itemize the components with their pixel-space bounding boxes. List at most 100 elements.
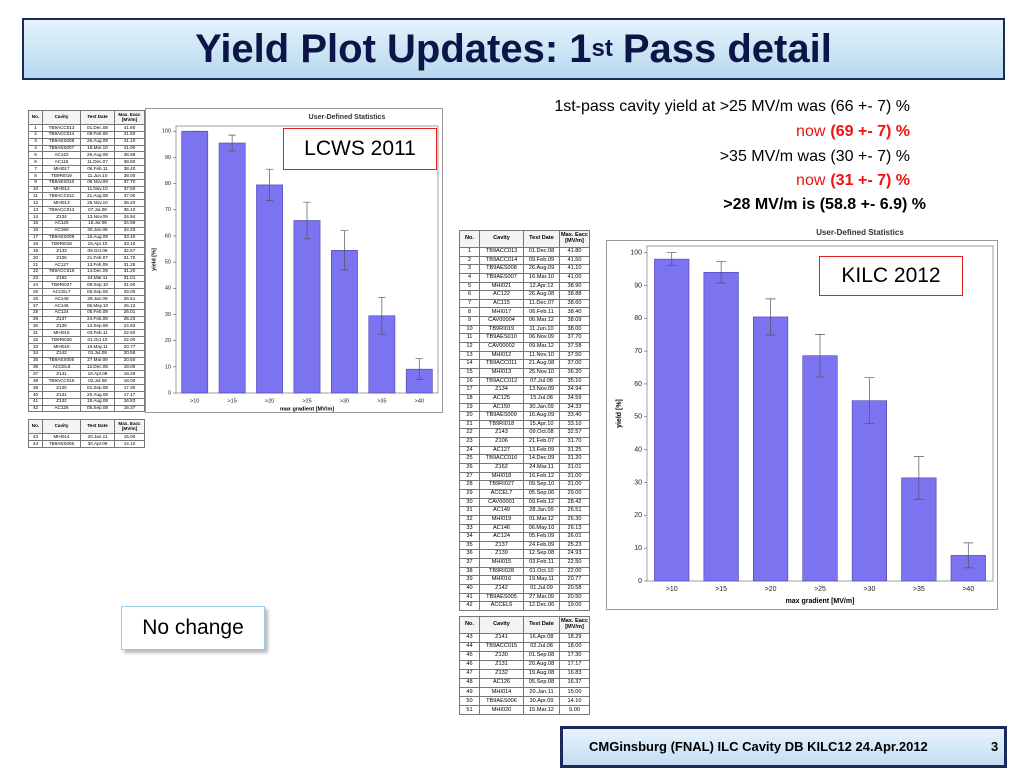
table-cell: 26.01	[559, 532, 590, 542]
table-cell: MHI013	[42, 199, 81, 208]
table-cell: TB9AES009	[42, 233, 81, 242]
table-cell: 26	[459, 463, 480, 473]
y-tick-label: 10	[634, 545, 642, 552]
table-cell: 23	[459, 437, 480, 447]
y-axis-label: yield [%]	[616, 399, 623, 428]
table-cell: 41.80	[114, 124, 145, 132]
table-cell: 14.Dec.09	[80, 267, 115, 276]
table-cell: 5	[28, 151, 43, 160]
table-cell: 41.50	[114, 130, 145, 139]
table-cell: 01.Jul.09	[80, 349, 115, 358]
table-row: 32 MHI019 01.Mar.12 26.30	[459, 514, 590, 525]
table-cell: 06.May.10	[523, 523, 560, 534]
table-cell: 22	[28, 267, 43, 276]
table-row: 10 TB9RI019 11.Jun.10 38.00	[459, 324, 590, 335]
error-bar	[815, 333, 825, 378]
table-cell: 20.77	[114, 343, 145, 351]
table-cell: 30	[28, 322, 43, 331]
y-tick-label: 80	[634, 315, 642, 322]
table-cell: TB9ACC011	[479, 359, 524, 369]
table-cell: 20.Jan.11	[80, 433, 115, 441]
table-row: 27 MHI018 16.Feb.12 31.00	[459, 471, 590, 482]
table-cell: 3	[459, 264, 480, 274]
table-cell: 20.58	[559, 584, 590, 594]
table-cell: 05.Feb.09	[80, 308, 115, 317]
y-tick-label: 80	[165, 181, 171, 187]
table-cell: 31.25	[114, 260, 145, 269]
table-cell: 01.Oct.10	[80, 336, 115, 344]
table-row: 31 AC149 28.Jan.09 26.51	[459, 506, 590, 516]
table-cell: MHI020	[479, 705, 524, 716]
table-cell: 13.Feb.09	[80, 260, 115, 269]
label-box: LCWS 2011	[283, 128, 437, 170]
table-cell: TB9AES006	[479, 696, 524, 707]
table-cell: MHI015	[479, 558, 524, 568]
table-cell: 6	[28, 158, 43, 167]
table-header: No. Cavity Test Date Max. Eacc [MV/m]	[28, 419, 145, 434]
y-tick-label: 30	[634, 479, 642, 486]
table-row: 44 TB9AES006 30.Apr.09 14.10	[28, 440, 145, 448]
table-cell: 16.Mar.10	[80, 144, 115, 153]
table-row: 21 AC127 13.Feb.09 31.25	[28, 260, 145, 269]
note: now (31 +- 7) %	[796, 172, 910, 190]
column-header: No.	[459, 616, 480, 634]
table-row: 9 CAV00004 06.Mar.12 38.09	[459, 316, 590, 326]
table-cell: 26	[28, 295, 43, 303]
table-cell: 25	[28, 288, 43, 297]
table-row: 40 Z131 20.Aug.08 17.17	[28, 390, 145, 399]
table-cell: 24	[459, 445, 480, 456]
table-cell: 21	[459, 419, 480, 430]
table-cell: 30	[459, 497, 480, 508]
table-cell: 16.Apr.08	[523, 632, 560, 644]
table-cell: 51	[459, 705, 480, 716]
table-cell: Z132	[42, 397, 81, 406]
table-cell: 11.Jun.10	[80, 171, 115, 180]
column-header: Cavity	[42, 419, 81, 434]
table-row: 30 CAV00001 09.Feb.12 28.42	[459, 497, 590, 508]
table-cell: 20.Jan.11	[523, 687, 560, 698]
table-row: 6 AC122 26.Aug.08 38.88	[459, 290, 590, 300]
table-cell: 13	[459, 350, 480, 361]
table-cell: 06.Feb.11	[80, 165, 115, 173]
table-cell: 21.Aug.08	[80, 192, 115, 201]
table-cell: 25.Nov.10	[80, 199, 115, 208]
table-row: 48 AC126 05.Sep.08 16.37	[459, 678, 590, 689]
footer: CMGinsburg (FNAL) ILC Cavity DB KILC12 2…	[560, 726, 1007, 768]
table-cell: Z162	[479, 463, 524, 473]
table-cell: TB9AES009	[479, 411, 524, 421]
column-header: No.	[28, 419, 43, 434]
table-cell: 16.83	[114, 397, 145, 406]
table-row: 3 TB9AES008 26.Aug.09 41.10	[459, 264, 590, 274]
table-cell: 38.90	[559, 281, 590, 292]
table-row: 20 TB9AES009 16.Aug.09 33.40	[459, 411, 590, 421]
table-cell: 39	[28, 384, 43, 392]
note: >28 MV/m is (58.8 +- 6.9) %	[723, 196, 926, 213]
table-cell: 32	[459, 514, 480, 525]
table-cell: 06.Nov.09	[523, 333, 560, 344]
table-cell: 21.Feb.07	[523, 437, 560, 447]
error-bar	[228, 134, 236, 152]
table-cell: 40	[459, 584, 480, 594]
table-cell: 14	[459, 359, 480, 369]
x-tick-label: >15	[227, 398, 236, 404]
table-cell: MHI016	[479, 575, 524, 585]
table-cell: 19.May.11	[80, 343, 115, 351]
table-cell: 26.13	[559, 523, 590, 534]
table-cell: 26.51	[559, 506, 590, 516]
note: 1st-pass cavity yield at >25 MV/m was (6…	[554, 98, 910, 115]
table-cell: 12.Dec.06	[80, 363, 115, 372]
table-cell: 18.29	[114, 370, 145, 379]
bar	[703, 271, 739, 582]
table-row: 27 AC146 06.May.10 26.13	[28, 301, 145, 310]
table-cell: 05.Feb.09	[523, 532, 560, 542]
table-cell: 14	[28, 212, 43, 221]
table-cell: AC124	[42, 308, 81, 317]
table-cell: 14.10	[559, 696, 590, 707]
table-cell: 34.33	[559, 402, 590, 413]
table-row: 16 AC150 30.Jan.09 34.33	[28, 226, 145, 235]
error-bar	[340, 230, 349, 271]
table-cell: 35.10	[559, 376, 590, 387]
table-cell: 38	[28, 377, 43, 386]
table-cell: TB9AES007	[42, 144, 81, 153]
table-row: 24 AC127 13.Feb.09 31.25	[459, 445, 590, 456]
